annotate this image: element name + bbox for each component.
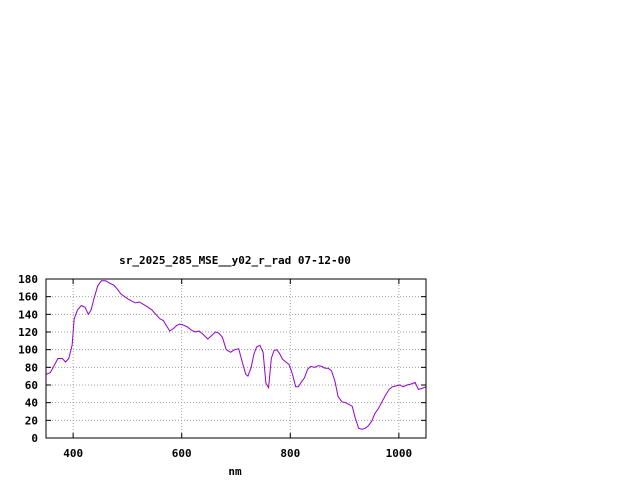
- y-tick-label: 40: [25, 397, 38, 410]
- axis-ticks: 0 20 40 60 80 100 120 140 160 180 400 600 800 1000: [18, 273, 426, 460]
- y-tick-label: 140: [18, 308, 38, 321]
- y-tick-label: 60: [25, 379, 38, 392]
- y-tick-label: 0: [31, 432, 38, 445]
- y-tick-label: 180: [18, 273, 38, 286]
- y-tick-label: 20: [25, 414, 38, 427]
- gridlines: [46, 279, 426, 438]
- x-tick-label: 400: [63, 447, 83, 460]
- series-line: [45, 280, 427, 430]
- series-lines: [45, 280, 427, 430]
- y-tick-label: 80: [25, 361, 38, 374]
- plot-frame: [45, 278, 427, 439]
- y-tick-label: 100: [18, 344, 38, 357]
- chart-title: sr_2025_285_MSE__y02_r_rad 07-12-00: [119, 254, 351, 267]
- x-tick-label: 1000: [386, 447, 413, 460]
- x-axis-label: nm: [228, 465, 242, 478]
- y-tick-label: 120: [18, 326, 38, 339]
- x-tick-label: 800: [280, 447, 300, 460]
- x-tick-label: 600: [172, 447, 192, 460]
- y-tick-label: 160: [18, 291, 38, 304]
